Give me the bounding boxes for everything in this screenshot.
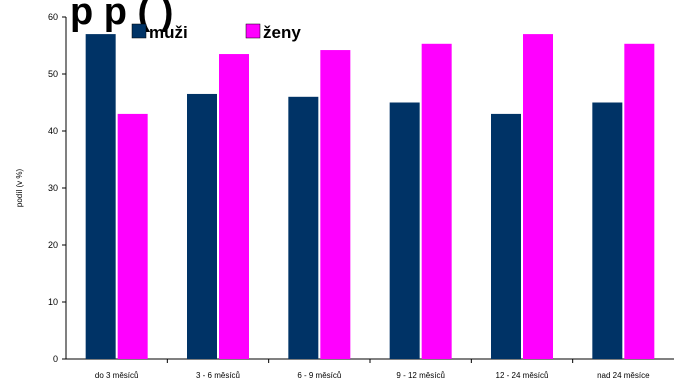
bar-zeny <box>523 34 553 359</box>
bar-zeny <box>320 50 351 360</box>
y-tick-label: 20 <box>48 240 58 250</box>
legend-label-muzi: muži <box>149 23 188 42</box>
x-tick-label: 6 - 9 měsíců <box>297 371 341 380</box>
plot-area: 0 10 20 30 40 50 60 do 3 měsíců 3 - 6 měsíců 6 - … <box>48 12 674 380</box>
y-tick-label: 50 <box>48 69 58 79</box>
bar-muzi <box>389 102 420 359</box>
x-tick-label: nad 24 měsíce <box>597 371 650 380</box>
x-tick-label: 12 - 24 měsíců <box>496 371 549 380</box>
y-tick-label: 60 <box>48 12 58 22</box>
x-tick-label: 3 - 6 měsíců <box>196 371 240 380</box>
bar-zeny <box>624 43 655 359</box>
bar-muzi <box>491 113 521 360</box>
bar-muzi <box>187 93 217 359</box>
x-tick-label: 9 - 12 měsíců <box>396 371 444 380</box>
legend-swatch-muzi <box>131 23 147 39</box>
y-tick-label: 40 <box>48 126 58 136</box>
y-tick-label: 30 <box>48 183 58 193</box>
bar-muzi <box>85 34 116 359</box>
bar-muzi <box>288 96 319 360</box>
chart-title-fragment: p p ( ) <box>70 0 173 33</box>
legend: muži ženy <box>131 23 301 42</box>
legend-label-zeny: ženy <box>263 23 301 42</box>
bar-zeny <box>421 43 452 359</box>
bar-zeny <box>219 54 249 360</box>
x-tick-label: do 3 měsíců <box>95 371 139 380</box>
y-tick-label: 0 <box>53 354 58 364</box>
bar-zeny <box>117 113 148 360</box>
legend-swatch-zeny <box>245 23 261 39</box>
y-axis-label: podíl (v %) <box>15 169 24 208</box>
bar-muzi <box>592 102 623 359</box>
y-tick-label: 10 <box>48 297 58 307</box>
